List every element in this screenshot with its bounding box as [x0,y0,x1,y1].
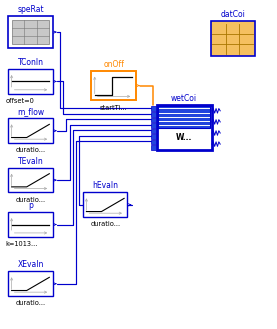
Bar [8,271,53,296]
Text: TEvaIn: TEvaIn [18,157,43,166]
Text: offset=0: offset=0 [6,98,34,104]
Bar [151,145,156,150]
Text: duratio...: duratio... [16,300,45,306]
Bar [157,105,212,150]
Bar [151,123,156,128]
Bar [151,106,156,111]
Bar [211,21,255,56]
Bar [8,69,53,94]
Bar [8,16,53,48]
Bar [83,192,127,217]
Bar [8,168,53,192]
Bar [151,140,156,144]
Bar [12,20,49,44]
Text: duratio...: duratio... [16,197,45,203]
Bar [151,112,156,116]
Text: duratio...: duratio... [90,221,120,227]
Bar [151,134,156,139]
Bar [151,117,156,122]
Text: onOff: onOff [103,60,124,69]
Text: TConIn: TConIn [17,58,43,67]
Text: hEvaIn: hEvaIn [92,182,118,190]
Bar [151,129,156,133]
Text: W...: W... [176,133,193,142]
Bar [158,106,210,128]
Bar [91,71,136,100]
Text: duratio...: duratio... [16,147,45,153]
Text: k=1013...: k=1013... [6,241,38,247]
Text: p: p [28,201,33,210]
Text: startTi...: startTi... [100,105,127,111]
Bar [8,212,53,237]
Text: datCoi: datCoi [220,11,245,19]
Text: m_flow: m_flow [17,108,44,116]
Text: wetCoi: wetCoi [171,94,197,103]
Text: speRat: speRat [17,6,44,14]
Bar [8,118,53,143]
Text: XEvaIn: XEvaIn [17,261,44,269]
